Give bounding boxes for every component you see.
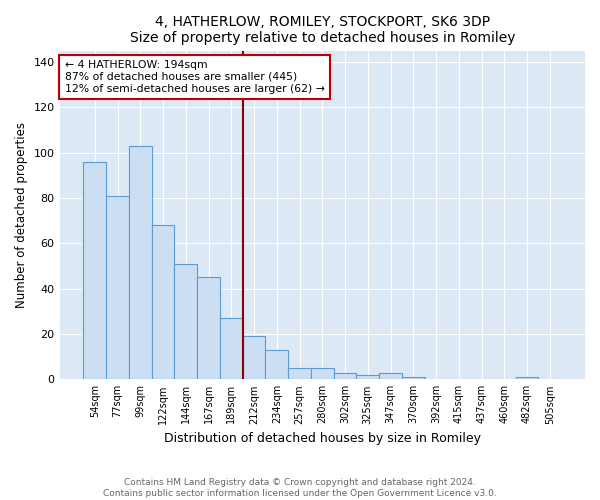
Text: ← 4 HATHERLOW: 194sqm
87% of detached houses are smaller (445)
12% of semi-detac: ← 4 HATHERLOW: 194sqm 87% of detached ho…: [65, 60, 325, 94]
Bar: [288, 368, 311, 380]
Bar: [83, 162, 106, 380]
Bar: [129, 146, 152, 380]
Title: 4, HATHERLOW, ROMILEY, STOCKPORT, SK6 3DP
Size of property relative to detached : 4, HATHERLOW, ROMILEY, STOCKPORT, SK6 3D…: [130, 15, 515, 45]
Bar: [356, 375, 379, 380]
Bar: [334, 372, 356, 380]
Y-axis label: Number of detached properties: Number of detached properties: [15, 122, 28, 308]
Bar: [311, 368, 334, 380]
Text: Contains HM Land Registry data © Crown copyright and database right 2024.
Contai: Contains HM Land Registry data © Crown c…: [103, 478, 497, 498]
Bar: [152, 225, 175, 380]
Bar: [220, 318, 242, 380]
Bar: [379, 372, 402, 380]
Bar: [106, 196, 129, 380]
X-axis label: Distribution of detached houses by size in Romiley: Distribution of detached houses by size …: [164, 432, 481, 445]
Bar: [515, 377, 538, 380]
Bar: [197, 278, 220, 380]
Bar: [175, 264, 197, 380]
Bar: [265, 350, 288, 380]
Bar: [402, 377, 425, 380]
Bar: [242, 336, 265, 380]
